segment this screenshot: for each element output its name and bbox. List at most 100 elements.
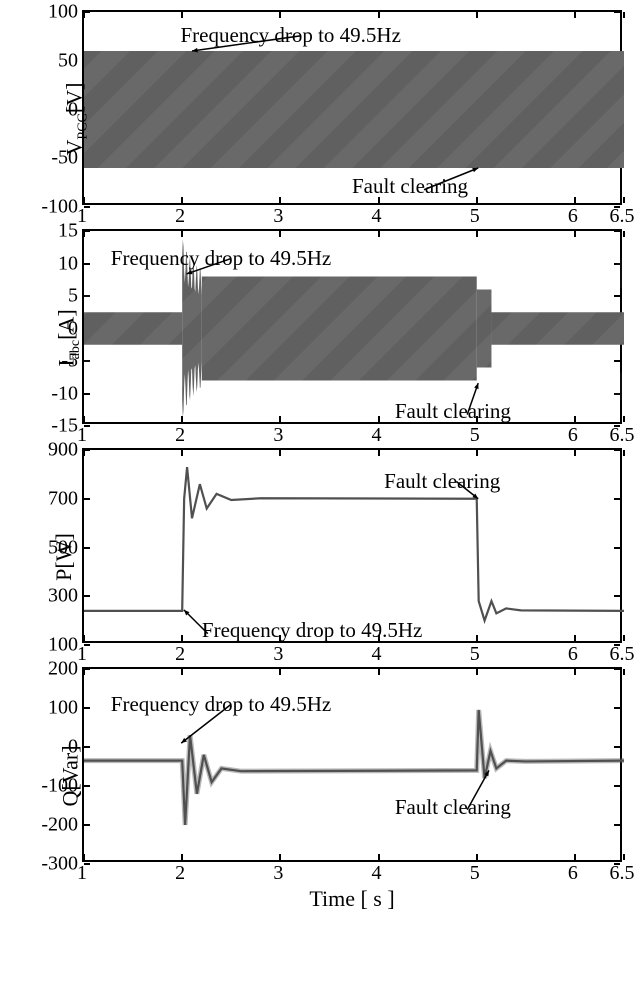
annotation-iabc-1: Fault clearing: [395, 399, 511, 424]
panel-q: -300-200-1000100200Frequency drop to 49.…: [82, 667, 622, 884]
ylabel-p: P[W]: [51, 533, 77, 581]
xtick-mark: [83, 854, 85, 860]
xtick-mark: [279, 416, 281, 422]
xtick: 6: [568, 643, 578, 666]
plot-area-p: 100300500700900Fault clearingFrequency d…: [82, 448, 622, 643]
xtick-mark: [574, 197, 576, 203]
xtick-row: 1234566.5: [82, 643, 622, 665]
xtick-mark: [83, 197, 85, 203]
xtick-mark: [83, 450, 85, 456]
xtick-mark: [181, 12, 183, 18]
xtick-mark: [623, 669, 625, 675]
annotation-vpcc-1: Fault clearing: [352, 174, 468, 199]
xtick-mark: [476, 854, 478, 860]
xtick: 6: [568, 424, 578, 447]
xtick-mark: [378, 12, 380, 18]
xtick: 2: [175, 424, 185, 447]
xtick: 3: [273, 424, 283, 447]
xlabel: Time [ s ]: [82, 886, 622, 912]
annotation-p-1: Frequency drop to 49.5Hz: [202, 618, 422, 643]
ytick: 300: [48, 585, 84, 608]
xtick-mark: [378, 231, 380, 237]
wave-texture: [84, 257, 624, 400]
xtick-row: 1234566.5: [82, 424, 622, 446]
xtick-mark: [83, 416, 85, 422]
xtick: 6: [568, 862, 578, 885]
xtick-mark: [181, 416, 183, 422]
xtick-mark: [279, 450, 281, 456]
panel-p: 100300500700900Fault clearingFrequency d…: [82, 448, 622, 665]
xtick-mark: [279, 669, 281, 675]
ytick: -200: [41, 814, 84, 837]
xtick-mark: [623, 416, 625, 422]
ylabel-iabc: Iabc[A]: [53, 309, 83, 366]
xtick-mark: [378, 197, 380, 203]
ytick: 5: [68, 285, 84, 308]
xtick-mark: [181, 197, 183, 203]
xtick: 6.5: [610, 643, 635, 666]
annotation-iabc-0: Frequency drop to 49.5Hz: [111, 246, 331, 271]
xtick: 5: [470, 205, 480, 228]
xtick-mark: [279, 854, 281, 860]
xtick: 2: [175, 862, 185, 885]
ytick: 200: [48, 658, 84, 681]
xtick: 2: [175, 205, 185, 228]
plot-area-iabc: -15-10-5051015Frequency drop to 49.5HzFa…: [82, 229, 622, 424]
xtick-mark: [181, 450, 183, 456]
xtick-mark: [476, 197, 478, 203]
xtick: 6.5: [610, 424, 635, 447]
wave-texture: [84, 51, 624, 168]
xtick-mark: [623, 635, 625, 641]
xtick-mark: [378, 669, 380, 675]
ylabel-q: Q[Var]: [58, 745, 84, 806]
xtick-mark: [574, 854, 576, 860]
xtick-mark: [623, 231, 625, 237]
xtick-mark: [279, 197, 281, 203]
xtick-mark: [83, 231, 85, 237]
xtick-mark: [83, 669, 85, 675]
xtick: 6.5: [610, 862, 635, 885]
p-trace: [84, 467, 624, 621]
xtick-mark: [279, 12, 281, 18]
xtick-mark: [476, 12, 478, 18]
xtick-row: 1234566.5: [82, 205, 622, 227]
annotation-arrowhead: [472, 168, 478, 172]
panel-iabc: -15-10-5051015Frequency drop to 49.5HzFa…: [82, 229, 622, 446]
panel-vpcc: -100-50050100Frequency drop to 49.5HzFau…: [82, 10, 622, 227]
xtick: 3: [273, 862, 283, 885]
xtick-mark: [574, 635, 576, 641]
q-trace: [84, 710, 624, 825]
xtick-mark: [378, 854, 380, 860]
xtick-mark: [574, 669, 576, 675]
xtick: 4: [372, 424, 382, 447]
xtick-mark: [378, 450, 380, 456]
xtick: 3: [273, 643, 283, 666]
annotation-vpcc-0: Frequency drop to 49.5Hz: [180, 23, 400, 48]
xtick-mark: [623, 197, 625, 203]
plot-area-vpcc: -100-50050100Frequency drop to 49.5HzFau…: [82, 10, 622, 205]
xtick: 4: [372, 205, 382, 228]
xtick-mark: [279, 231, 281, 237]
plot-area-q: -300-200-1000100200Frequency drop to 49.…: [82, 667, 622, 862]
xtick-mark: [279, 635, 281, 641]
xtick-mark: [181, 854, 183, 860]
xtick: 5: [470, 862, 480, 885]
xtick-mark: [623, 450, 625, 456]
ytick: -10: [51, 382, 84, 405]
xtick-mark: [476, 416, 478, 422]
ytick: 10: [58, 252, 84, 275]
xtick-mark: [181, 231, 183, 237]
ytick: 100: [48, 1, 84, 24]
figure-container: -100-50050100Frequency drop to 49.5HzFau…: [10, 10, 631, 912]
xtick-mark: [574, 450, 576, 456]
xtick: 2: [175, 643, 185, 666]
xtick-mark: [476, 231, 478, 237]
xtick-mark: [623, 12, 625, 18]
ytick: 50: [58, 49, 84, 72]
xtick-mark: [476, 450, 478, 456]
xtick: 3: [273, 205, 283, 228]
xtick-mark: [181, 635, 183, 641]
xtick: 6: [568, 205, 578, 228]
xtick-mark: [83, 635, 85, 641]
xtick: 1: [77, 862, 87, 885]
